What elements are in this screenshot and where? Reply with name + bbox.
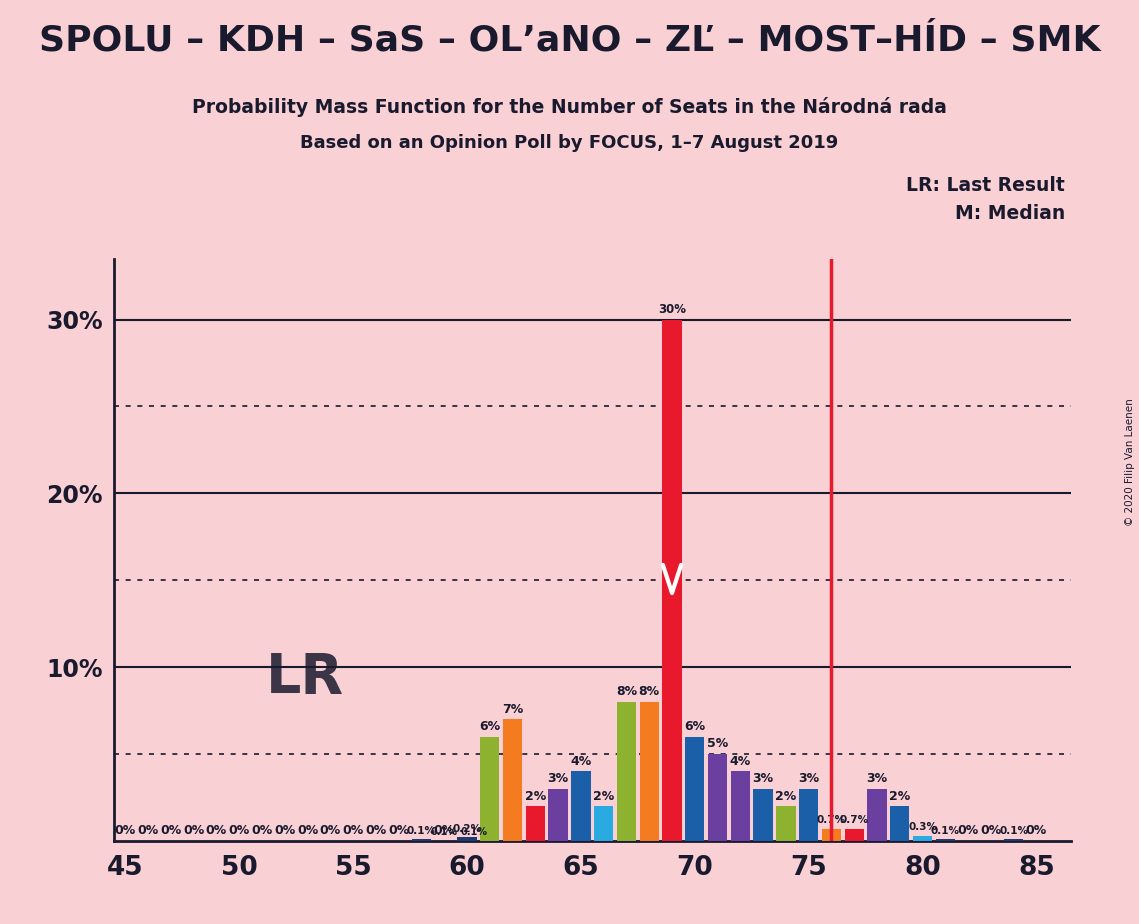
- Text: 2%: 2%: [776, 790, 796, 803]
- Text: 2%: 2%: [525, 790, 546, 803]
- Text: Probability Mass Function for the Number of Seats in the Národná rada: Probability Mass Function for the Number…: [192, 97, 947, 117]
- Bar: [481, 736, 500, 841]
- Text: 0%: 0%: [161, 824, 181, 837]
- Bar: [891, 806, 909, 841]
- Text: LR: Last Result: LR: Last Result: [907, 176, 1065, 195]
- Text: 0%: 0%: [320, 824, 341, 837]
- Text: 3%: 3%: [548, 772, 568, 785]
- Bar: [686, 736, 704, 841]
- Text: 4%: 4%: [571, 755, 591, 768]
- Bar: [867, 789, 886, 841]
- Text: 5%: 5%: [707, 737, 728, 750]
- Bar: [936, 839, 954, 841]
- Text: 0.1%: 0.1%: [460, 827, 487, 837]
- Bar: [503, 719, 523, 841]
- Text: 3%: 3%: [798, 772, 819, 785]
- Bar: [549, 789, 567, 841]
- Bar: [662, 320, 681, 841]
- Bar: [821, 829, 841, 841]
- Text: 0.1%: 0.1%: [999, 826, 1029, 835]
- Bar: [616, 702, 636, 841]
- Text: 8%: 8%: [639, 686, 659, 699]
- Bar: [457, 837, 476, 841]
- Text: 0%: 0%: [138, 824, 158, 837]
- Text: 0.7%: 0.7%: [817, 815, 846, 825]
- Text: 30%: 30%: [658, 303, 686, 316]
- Text: 0%: 0%: [981, 824, 1001, 837]
- Text: 6%: 6%: [685, 720, 705, 733]
- Text: 4%: 4%: [730, 755, 751, 768]
- Bar: [1005, 839, 1023, 841]
- Text: 0%: 0%: [297, 824, 318, 837]
- Text: 0%: 0%: [115, 824, 136, 837]
- Bar: [754, 789, 772, 841]
- Text: © 2020 Filip Van Laenen: © 2020 Filip Van Laenen: [1125, 398, 1134, 526]
- Text: Based on an Opinion Poll by FOCUS, 1–7 August 2019: Based on an Opinion Poll by FOCUS, 1–7 A…: [301, 134, 838, 152]
- Text: 0%: 0%: [366, 824, 386, 837]
- Text: 0%: 0%: [183, 824, 204, 837]
- Text: 0%: 0%: [274, 824, 295, 837]
- Text: 0.1%: 0.1%: [931, 826, 960, 835]
- Text: 0.2%: 0.2%: [452, 824, 482, 833]
- Text: 0.7%: 0.7%: [839, 815, 869, 825]
- Text: 3%: 3%: [867, 772, 887, 785]
- Bar: [411, 839, 431, 841]
- Text: 0%: 0%: [958, 824, 978, 837]
- Text: SPOLU – KDH – SaS – OLʼaNO – ZĽ – MOST–HÍD – SMK: SPOLU – KDH – SaS – OLʼaNO – ZĽ – MOST–H…: [39, 23, 1100, 57]
- Bar: [798, 789, 818, 841]
- Text: 6%: 6%: [480, 720, 500, 733]
- Bar: [913, 835, 932, 841]
- Text: 0.1%: 0.1%: [407, 826, 436, 835]
- Text: 0.1%: 0.1%: [431, 827, 458, 837]
- Text: 2%: 2%: [890, 790, 910, 803]
- Bar: [777, 806, 795, 841]
- Bar: [639, 702, 658, 841]
- Text: LR: LR: [267, 650, 344, 705]
- Text: 0%: 0%: [388, 824, 409, 837]
- Text: 0%: 0%: [434, 824, 454, 837]
- Text: 3%: 3%: [753, 772, 773, 785]
- Text: 0%: 0%: [229, 824, 249, 837]
- Text: M: Median: M: Median: [954, 204, 1065, 224]
- Bar: [526, 806, 546, 841]
- Text: 8%: 8%: [616, 686, 637, 699]
- Text: 0%: 0%: [1026, 824, 1047, 837]
- Text: 7%: 7%: [502, 703, 523, 716]
- Bar: [708, 754, 727, 841]
- Text: 0.3%: 0.3%: [908, 822, 937, 833]
- Text: 2%: 2%: [593, 790, 614, 803]
- Text: 0%: 0%: [343, 824, 363, 837]
- Text: 0%: 0%: [206, 824, 227, 837]
- Bar: [571, 772, 590, 841]
- Bar: [844, 829, 863, 841]
- Text: 0%: 0%: [252, 824, 272, 837]
- Bar: [595, 806, 613, 841]
- Bar: [731, 772, 749, 841]
